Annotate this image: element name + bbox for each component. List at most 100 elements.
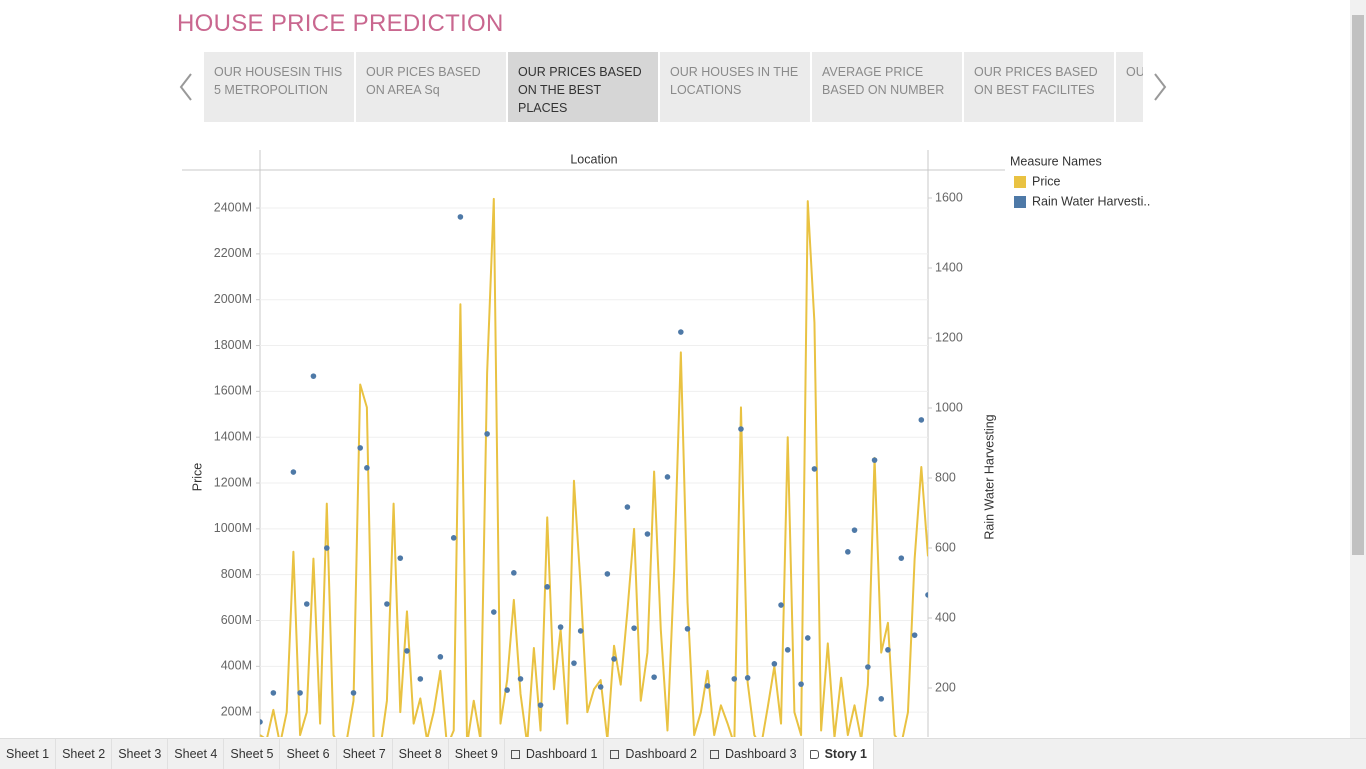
- y2-tick-label: 600: [935, 540, 956, 554]
- sheet-tab[interactable]: Dashboard 1: [505, 739, 605, 769]
- legend-swatch: [1014, 196, 1026, 208]
- tab-label: Story 1: [824, 747, 867, 761]
- sheet-tabs: Sheet 1 Sheet 2 Sheet 3 Sheet 4 Sheet 5 Sheet…: [0, 738, 1366, 769]
- point: [537, 702, 544, 708]
- y2-tick-label: 1200: [935, 330, 963, 344]
- point: [898, 555, 905, 561]
- point: [851, 527, 858, 533]
- sheet-tab[interactable]: Sheet 7: [337, 739, 393, 769]
- sheet-tab[interactable]: Sheet 9: [449, 739, 505, 769]
- point: [811, 466, 818, 472]
- sheet-tab[interactable]: Sheet 4: [168, 739, 225, 769]
- tab-label: Sheet 3: [118, 747, 162, 761]
- point: [571, 660, 577, 666]
- point: [404, 648, 410, 654]
- point: [310, 373, 317, 379]
- point: [865, 664, 871, 670]
- chart: Location Price Rain Water Harvesting Mea…: [182, 150, 1150, 737]
- point: [664, 474, 671, 480]
- sheet-tab[interactable]: Sheet 8: [393, 739, 449, 769]
- legend-label: Rain Water Harvesti..: [1032, 194, 1150, 208]
- point: [260, 719, 263, 725]
- sheet-tab[interactable]: Story 1: [803, 739, 874, 769]
- tab-label: Sheet 2: [62, 747, 106, 761]
- price-line: [260, 197, 928, 737]
- tab-label: Dashboard 3: [725, 747, 797, 761]
- point: [678, 329, 684, 335]
- tab-label: Sheet 7: [342, 747, 386, 761]
- story-point[interactable]: OUR HOUSES IN THE LOCATIONS: [660, 52, 810, 122]
- y-tick-label: 1600M: [214, 384, 252, 398]
- point: [270, 690, 277, 696]
- y2-tick-label: 200: [935, 680, 956, 694]
- y2-axis-title: Rain Water Harvesting: [982, 414, 996, 539]
- x-header: Location: [570, 152, 617, 166]
- sheet-tab[interactable]: Sheet 3: [112, 739, 169, 769]
- sheet-tab[interactable]: Sheet 5: [224, 739, 281, 769]
- sheet-tab[interactable]: Dashboard 3: [704, 739, 804, 769]
- point: [784, 647, 791, 653]
- point: [511, 570, 517, 576]
- point: [417, 676, 424, 682]
- point: [457, 214, 464, 220]
- point: [704, 683, 711, 689]
- tab-label: Sheet 8: [398, 747, 442, 761]
- story-point[interactable]: OUR HOUSESIN THIS 5 METROPOLITION: [204, 52, 354, 122]
- point: [878, 696, 885, 702]
- story-point[interactable]: OUR PRICES BASED ON THE BEST PLACES: [508, 52, 658, 122]
- point: [290, 469, 297, 475]
- point: [918, 417, 925, 423]
- point: [604, 571, 611, 577]
- legend-swatch: [1014, 176, 1026, 188]
- point: [925, 592, 928, 598]
- y2-tick-label: 1400: [935, 260, 963, 274]
- point: [437, 654, 444, 660]
- y-tick-label: 200M: [221, 704, 252, 718]
- y-tick-label: 600M: [221, 613, 252, 627]
- tab-label: Sheet 4: [174, 747, 218, 761]
- point: [397, 555, 404, 561]
- point: [450, 535, 457, 541]
- point: [557, 624, 564, 630]
- y-tick-label: 1000M: [214, 521, 252, 535]
- y2-tick-label: 800: [935, 470, 956, 484]
- story-point[interactable]: AVERAGE PRICE BASED ON NUMBER: [812, 52, 962, 122]
- tab-label: Dashboard 1: [525, 747, 598, 761]
- point: [845, 549, 851, 555]
- page-title: HOUSE PRICE PREDICTION: [177, 10, 504, 37]
- story-point[interactable]: OU BSI: [1116, 52, 1143, 122]
- scroll-thumb[interactable]: [1352, 15, 1364, 555]
- point: [778, 602, 784, 608]
- point: [731, 676, 738, 682]
- point: [384, 601, 390, 607]
- y-tick-label: 1400M: [214, 429, 252, 443]
- tab-label: Sheet 5: [230, 747, 274, 761]
- story-point[interactable]: OUR PICES BASED ON AREA Sq: [356, 52, 506, 122]
- point: [484, 431, 490, 437]
- story-point[interactable]: OUR PRICES BASED ON BEST FACILITES: [964, 52, 1114, 122]
- sheet-tab[interactable]: Sheet 1: [0, 739, 57, 769]
- y2-tick-label: 1600: [935, 190, 963, 204]
- y2-tick-label: 1000: [935, 400, 963, 414]
- point: [744, 675, 751, 681]
- point: [517, 676, 524, 682]
- point: [804, 635, 811, 641]
- scrollbar[interactable]: [1350, 0, 1366, 738]
- story-icon: [809, 749, 819, 759]
- dash-icon: [610, 749, 620, 759]
- tab-label: Sheet 1: [6, 747, 50, 761]
- point: [771, 661, 778, 667]
- sheet-tab[interactable]: Sheet 2: [56, 739, 113, 769]
- tab-label: Dashboard 2: [625, 747, 697, 761]
- sheet-tab[interactable]: Dashboard 2: [604, 739, 704, 769]
- prev-arrow[interactable]: [178, 72, 194, 102]
- sheet-tab[interactable]: Sheet 6: [280, 739, 337, 769]
- dash-icon: [510, 749, 520, 759]
- next-arrow[interactable]: [1152, 72, 1168, 102]
- y-tick-label: 400M: [221, 659, 252, 673]
- y-tick-label: 2400M: [214, 200, 252, 214]
- point: [303, 601, 310, 607]
- point: [544, 584, 551, 590]
- point: [871, 457, 878, 463]
